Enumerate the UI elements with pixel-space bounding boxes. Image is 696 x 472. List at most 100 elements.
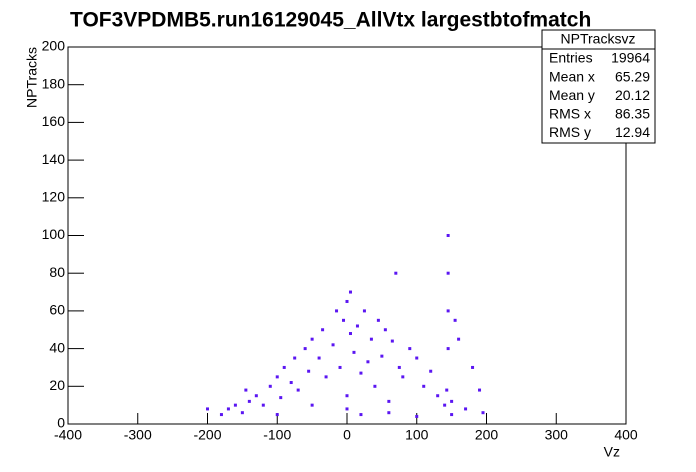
- point: [415, 356, 419, 360]
- point: [303, 347, 307, 351]
- point: [317, 356, 321, 360]
- point: [355, 324, 359, 328]
- point: [457, 337, 461, 341]
- point: [401, 375, 405, 379]
- y-tick-label: 120: [42, 189, 66, 205]
- y-tick-label: 60: [49, 302, 65, 318]
- point: [233, 403, 237, 407]
- x-tick-label: -200: [193, 427, 221, 443]
- point: [345, 394, 349, 398]
- point: [348, 332, 352, 336]
- point: [359, 413, 363, 417]
- y-axis-label: NPTracks: [24, 47, 40, 108]
- point: [275, 375, 279, 379]
- point: [429, 369, 433, 373]
- point: [369, 337, 373, 341]
- point: [415, 414, 419, 418]
- point: [481, 411, 485, 415]
- point: [321, 328, 325, 332]
- point: [279, 396, 283, 400]
- stats-label: RMS x: [549, 106, 591, 122]
- point: [422, 384, 426, 388]
- point: [408, 347, 412, 351]
- point: [226, 407, 230, 411]
- point: [348, 290, 352, 294]
- x-axis-label: Vz: [604, 444, 620, 460]
- point: [293, 356, 297, 360]
- point: [445, 388, 449, 392]
- point: [450, 399, 454, 403]
- y-tick-label: 20: [49, 377, 65, 393]
- point: [446, 347, 450, 351]
- x-tick-label: 400: [614, 427, 638, 443]
- stats-value: 86.35: [615, 106, 650, 122]
- point: [362, 309, 366, 313]
- stats-value: 65.29: [615, 68, 650, 84]
- y-tick-label: 40: [49, 339, 65, 355]
- y-tick-label: 100: [42, 226, 66, 242]
- x-tick-label: 200: [475, 427, 499, 443]
- point: [366, 360, 370, 364]
- y-tick-label: 200: [42, 38, 66, 54]
- y-tick-label: 80: [49, 264, 65, 280]
- stats-label: Entries: [549, 50, 593, 66]
- y-tick-label: 140: [42, 151, 66, 167]
- stats-value: 12.94: [615, 124, 650, 140]
- y-tick-label: 0: [57, 415, 65, 431]
- stats-label: RMS y: [549, 124, 591, 140]
- point: [345, 407, 349, 411]
- point: [376, 318, 380, 322]
- stats-box: NPTracksvz Entries 19964 Mean x 65.29 Mean y…: [541, 29, 656, 144]
- point: [464, 407, 468, 411]
- point: [397, 365, 401, 369]
- point: [446, 309, 450, 313]
- point: [443, 403, 447, 407]
- point: [352, 350, 356, 354]
- point: [342, 318, 346, 322]
- point: [268, 384, 272, 388]
- point: [240, 411, 244, 415]
- stats-label: Mean x: [549, 68, 595, 84]
- x-tick-label: -100: [263, 427, 291, 443]
- stats-title: NPTracksvz: [561, 31, 636, 47]
- point: [335, 309, 339, 313]
- point: [436, 394, 440, 398]
- point: [446, 234, 450, 237]
- point: [261, 403, 265, 407]
- point: [282, 365, 286, 369]
- point: [310, 337, 314, 341]
- point: [310, 403, 314, 407]
- point: [219, 413, 223, 417]
- point: [450, 413, 454, 417]
- point: [206, 407, 209, 411]
- point: [446, 271, 450, 275]
- point: [331, 343, 335, 347]
- point: [394, 271, 398, 275]
- point: [247, 399, 251, 403]
- point: [390, 339, 394, 343]
- point: [387, 411, 391, 415]
- x-tick-label: 300: [545, 427, 569, 443]
- x-tick-label: -300: [124, 427, 152, 443]
- stats-label: Mean y: [549, 87, 595, 103]
- point: [478, 388, 482, 392]
- point: [244, 388, 248, 392]
- point: [296, 388, 300, 392]
- point: [359, 371, 363, 375]
- stats-value: 19964: [611, 50, 650, 66]
- point: [338, 365, 342, 369]
- point: [383, 328, 387, 332]
- point: [289, 381, 293, 385]
- point: [380, 354, 384, 358]
- point: [254, 394, 258, 398]
- point: [453, 318, 457, 322]
- point: [373, 384, 377, 388]
- point: [387, 399, 391, 403]
- point: [307, 369, 311, 373]
- stats-value: 20.12: [615, 87, 650, 103]
- y-tick-label: 180: [42, 75, 66, 91]
- y-tick-label: 160: [42, 113, 66, 129]
- x-tick-label: 100: [405, 427, 429, 443]
